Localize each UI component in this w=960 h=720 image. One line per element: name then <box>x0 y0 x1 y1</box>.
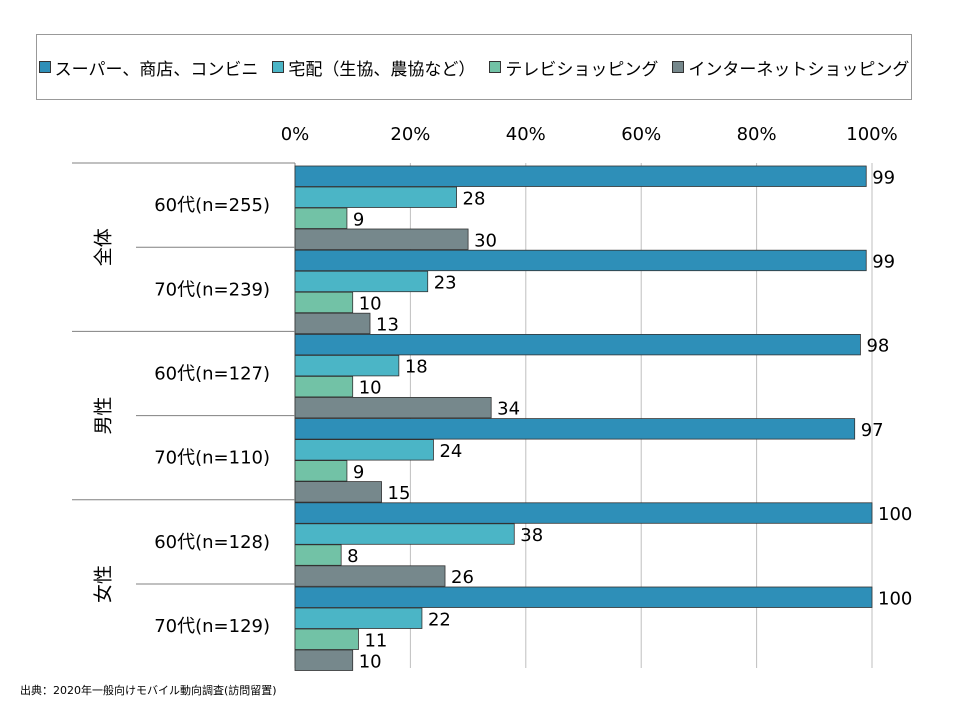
bar <box>294 333 861 356</box>
row-label: 70代(n=129) <box>154 616 270 637</box>
x-tick-label: 40% <box>506 124 546 145</box>
group-label: 全体 <box>93 228 115 266</box>
legend-label-internet-shopping: インターネットショッピング <box>688 59 910 80</box>
bar <box>294 607 423 629</box>
bar <box>294 207 348 229</box>
legend-item-internet-shopping: インターネットショッピング <box>672 55 909 80</box>
x-tick-label: 80% <box>737 124 777 145</box>
legend-label-tv-shopping: テレビショッピング <box>505 59 659 80</box>
data-label: 23 <box>434 272 457 293</box>
x-tick-label: 60% <box>621 124 661 145</box>
legend-swatch-delivery <box>272 61 285 73</box>
x-tick-label: 100% <box>846 124 897 145</box>
bar <box>294 165 867 187</box>
data-label: 99 <box>872 167 895 188</box>
bar <box>294 460 348 482</box>
data-label: 100 <box>878 588 912 609</box>
legend-swatch-internet-shopping <box>672 61 685 73</box>
data-label: 10 <box>359 378 382 399</box>
bar <box>294 649 354 671</box>
bar <box>294 544 342 566</box>
row-label: 70代(n=110) <box>154 448 270 469</box>
bar <box>294 439 434 461</box>
data-label: 13 <box>376 314 399 335</box>
data-label: 34 <box>497 399 520 420</box>
bar <box>294 418 856 440</box>
group-label: 女性 <box>93 565 115 603</box>
source-note: 出典：2020年一般向けモバイル動向調査(訪問留置) <box>20 684 277 697</box>
row-label: 60代(n=127) <box>154 364 270 385</box>
x-tick-label: 0% <box>281 124 310 145</box>
bar <box>294 312 371 335</box>
legend: スーパー、商店、コンビニ 宅配（生協、農協など） テレビショッピング インターネ… <box>36 34 912 100</box>
group-label: 男性 <box>93 397 115 435</box>
bar-chart: 0% 20% 40% 60% 80% 100% 全体 60代(n=255) 99 28 9 30 70代… <box>72 124 912 672</box>
data-label: 8 <box>347 546 358 567</box>
data-label: 100 <box>878 504 912 525</box>
bar <box>294 586 873 608</box>
bar <box>294 502 873 524</box>
bar <box>294 270 429 293</box>
data-label: 10 <box>359 651 382 672</box>
legend-item-supermarket: スーパー、商店、コンビニ <box>38 55 259 80</box>
bar <box>294 354 400 377</box>
data-label: 97 <box>861 420 884 441</box>
data-label: 9 <box>353 462 364 483</box>
legend-swatch-supermarket <box>38 61 51 73</box>
data-label: 24 <box>439 441 462 462</box>
data-label: 30 <box>474 230 497 251</box>
bar <box>294 565 446 587</box>
bar <box>294 375 354 398</box>
data-label: 99 <box>872 251 895 272</box>
legend-swatch-tv-shopping <box>489 61 502 73</box>
data-label: 22 <box>428 609 451 630</box>
data-label: 15 <box>388 483 411 504</box>
bar <box>294 249 867 272</box>
data-label: 38 <box>520 525 543 546</box>
bar <box>294 396 492 419</box>
bar <box>294 523 515 545</box>
bar <box>294 291 354 314</box>
bar <box>294 186 457 208</box>
legend-label-supermarket: スーパー、商店、コンビニ <box>54 59 259 80</box>
legend-item-tv-shopping: テレビショッピング <box>489 55 658 80</box>
bar <box>294 481 382 503</box>
row-label: 70代(n=239) <box>154 279 270 300</box>
legend-item-delivery: 宅配（生協、農協など） <box>272 55 475 80</box>
data-label: 9 <box>353 209 364 230</box>
data-label: 11 <box>364 630 387 651</box>
bar <box>294 628 359 650</box>
data-label: 10 <box>359 293 382 314</box>
data-label: 28 <box>463 188 486 209</box>
data-label: 26 <box>451 567 474 588</box>
bar <box>294 228 469 250</box>
row-label: 60代(n=255) <box>154 195 270 216</box>
legend-label-delivery: 宅配（生協、農協など） <box>288 59 476 80</box>
data-label: 98 <box>866 336 889 357</box>
row-label: 60代(n=128) <box>154 532 270 553</box>
x-tick-label: 20% <box>390 124 430 145</box>
data-label: 18 <box>405 357 428 378</box>
